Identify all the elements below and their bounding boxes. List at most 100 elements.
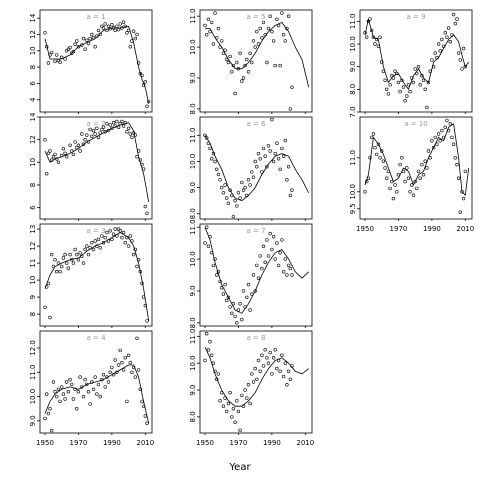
data-point — [398, 89, 402, 94]
data-point — [68, 143, 72, 148]
data-point — [136, 258, 141, 262]
data-point — [408, 190, 412, 194]
data-point — [136, 368, 141, 372]
y-tick-label: 10.0 — [189, 251, 197, 267]
data-point — [64, 155, 69, 159]
data-point — [203, 23, 207, 28]
data-point — [238, 51, 242, 55]
data-point — [218, 45, 222, 49]
data-point — [93, 239, 97, 243]
panel-label: a = 3 — [86, 227, 105, 235]
data-point — [93, 44, 97, 49]
data-point — [246, 282, 251, 287]
data-point — [461, 46, 466, 51]
data-point — [90, 380, 94, 384]
data-point — [253, 289, 257, 293]
data-point — [85, 38, 89, 42]
data-point — [423, 87, 427, 92]
data-point — [231, 302, 236, 306]
data-point — [58, 269, 62, 274]
data-point — [395, 71, 399, 76]
data-point — [230, 415, 234, 419]
data-point — [435, 55, 439, 60]
data-point — [78, 149, 82, 153]
panel: 4 6 8 10 12 14 a = 1 — [29, 9, 153, 114]
data-point — [90, 32, 94, 37]
data-point — [418, 83, 422, 87]
data-point — [98, 394, 102, 399]
y-tick-label: 11.0 — [29, 364, 37, 380]
panels-layer: 4 6 8 10 12 14 a = 1 6 8 10 12 14 a = 2 8 9 10 11 12 13 a =… — [29, 8, 473, 435]
data-point — [366, 19, 371, 23]
series-line — [44, 232, 150, 321]
data-point — [203, 358, 207, 363]
data-point — [240, 393, 244, 398]
y-tick-label: 11.0 — [349, 150, 357, 166]
data-point — [43, 31, 47, 35]
data-point — [460, 67, 464, 71]
y-tick-label: 8.0 — [189, 411, 197, 422]
data-point — [98, 32, 102, 37]
data-point — [49, 158, 54, 162]
data-point — [246, 70, 251, 74]
data-point — [48, 407, 52, 411]
data-point — [51, 155, 56, 159]
data-point — [59, 264, 64, 269]
series-line — [364, 123, 470, 197]
data-point — [103, 235, 107, 240]
data-point — [390, 179, 394, 184]
data-point — [288, 377, 292, 381]
data-point — [135, 32, 139, 37]
data-point — [226, 201, 231, 206]
data-point — [431, 64, 436, 69]
data-point — [445, 35, 449, 39]
data-point — [113, 227, 117, 231]
data-point — [128, 234, 133, 238]
series-line — [204, 346, 309, 407]
x-tick-label: 1990 — [263, 439, 281, 447]
y-tick-label: 8.0 — [349, 84, 357, 95]
series-line — [205, 21, 310, 88]
y-tick-label: 10 — [29, 158, 37, 167]
data-point — [275, 366, 279, 371]
data-point — [85, 133, 89, 137]
data-point — [283, 361, 287, 365]
data-point — [283, 138, 287, 143]
series-line — [44, 25, 150, 104]
data-point — [106, 380, 111, 384]
data-point — [380, 149, 384, 153]
data-point — [363, 190, 367, 194]
data-point — [81, 394, 86, 399]
data-point — [100, 377, 104, 382]
data-point — [120, 360, 124, 365]
data-point — [405, 94, 409, 98]
data-point — [128, 360, 133, 365]
data-point — [121, 230, 126, 235]
data-point — [140, 281, 144, 286]
series-line — [44, 122, 150, 203]
data-point — [276, 263, 281, 268]
data-point — [213, 159, 217, 164]
data-point — [415, 186, 419, 191]
data-point — [386, 92, 391, 96]
data-point — [205, 225, 209, 229]
data-point — [260, 170, 264, 174]
data-point — [46, 61, 51, 65]
data-point — [256, 42, 261, 46]
y-tick-label: 9 — [29, 295, 37, 299]
data-point — [123, 241, 128, 245]
y-tick-label: 11.0 — [189, 128, 197, 144]
data-point — [381, 159, 386, 163]
x-tick-label: 1970 — [230, 439, 248, 447]
data-point — [125, 130, 129, 134]
panel: 7.0 8.0 9.0 10.0 11.0 a = 9 — [349, 9, 473, 118]
data-point — [123, 24, 128, 28]
data-point — [110, 237, 114, 242]
data-point — [205, 332, 209, 336]
data-point — [105, 375, 109, 379]
data-point — [266, 144, 271, 148]
data-point — [116, 125, 121, 129]
data-point — [275, 241, 279, 245]
data-point — [458, 210, 462, 214]
panel: 8 9 10 11 12 13 a = 3 — [29, 223, 153, 328]
